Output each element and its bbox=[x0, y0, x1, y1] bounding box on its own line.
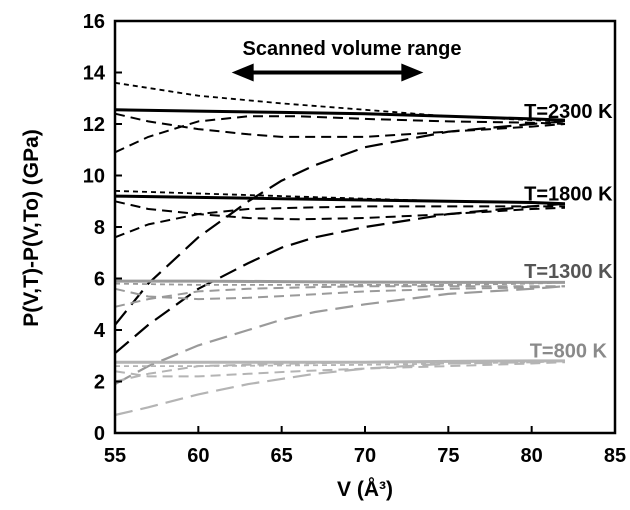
series-line-9 bbox=[114, 205, 565, 239]
series-line-3 bbox=[114, 112, 566, 138]
x-tick-label: 55 bbox=[104, 445, 126, 467]
plot-frame bbox=[113, 19, 617, 435]
x-tick-label: 75 bbox=[437, 445, 459, 467]
y-tick-label: 14 bbox=[83, 63, 106, 85]
series-line-11 bbox=[115, 279, 565, 284]
series-line-18 bbox=[114, 361, 566, 378]
ticks-layer: 55 60 65 70 75 80 85 0 2 4 6 8 10 12 14 16 bbox=[83, 11, 626, 467]
x-tick-label: 65 bbox=[271, 445, 293, 467]
y-tick-label: 12 bbox=[83, 114, 105, 136]
series-line-20 bbox=[114, 359, 566, 417]
x-tick-label: 80 bbox=[521, 445, 543, 467]
temperature-label: T=1800 K bbox=[524, 184, 613, 206]
series-line-1 bbox=[114, 108, 566, 122]
series-line-19 bbox=[114, 359, 565, 383]
temperature-label: T=1300 K bbox=[524, 261, 613, 283]
y-tick-label: 16 bbox=[83, 11, 105, 33]
series-line-8 bbox=[114, 200, 566, 221]
y-tick-label: 2 bbox=[94, 372, 105, 394]
series-line-10 bbox=[114, 202, 566, 355]
series-line-7 bbox=[114, 190, 566, 205]
temperature-label: T=2300 K bbox=[524, 101, 613, 123]
y-axis-label: P(V,T)-P(V,To) (GPa) bbox=[20, 129, 43, 327]
y-tick-label: 4 bbox=[94, 320, 106, 342]
series-line-15 bbox=[114, 285, 566, 386]
x-tick-label: 85 bbox=[604, 445, 626, 467]
scanned-range-label: Scanned volume range bbox=[243, 38, 462, 60]
x-tick-label: 70 bbox=[354, 445, 376, 467]
series-line-12 bbox=[114, 281, 566, 286]
series-line-13 bbox=[114, 285, 566, 301]
series-line-2 bbox=[114, 81, 566, 123]
y-tick-label: 8 bbox=[94, 217, 105, 239]
scanned-range-arrow bbox=[231, 63, 424, 82]
x-axis-label: V (Å³) bbox=[337, 477, 393, 501]
series-line-4 bbox=[114, 115, 566, 154]
y-tick-label: 10 bbox=[83, 166, 105, 188]
annotation-layer: Scanned volume range T=2300 K T=1800 K T=1… bbox=[231, 38, 613, 363]
temperature-label: T=800 K bbox=[530, 341, 608, 363]
series-layer bbox=[114, 81, 566, 417]
series-line-5 bbox=[114, 120, 566, 326]
y-tick-label: 6 bbox=[94, 269, 105, 291]
y-tick-label: 0 bbox=[94, 423, 105, 445]
series-line-14 bbox=[114, 285, 565, 308]
x-tick-label: 60 bbox=[187, 445, 209, 467]
